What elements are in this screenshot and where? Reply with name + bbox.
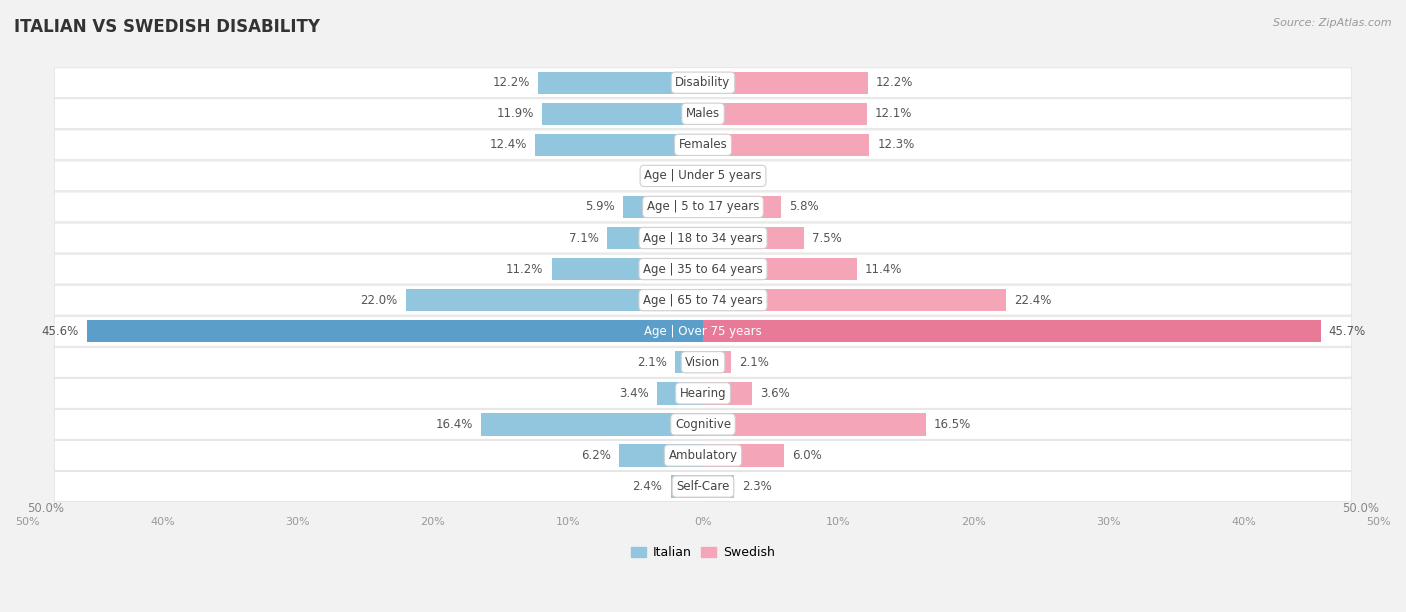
- Text: Age | Under 5 years: Age | Under 5 years: [644, 170, 762, 182]
- Text: Age | 5 to 17 years: Age | 5 to 17 years: [647, 201, 759, 214]
- Bar: [682, 165, 703, 187]
- Text: 5.9%: 5.9%: [585, 201, 616, 214]
- Bar: [623, 196, 703, 218]
- Bar: [551, 258, 703, 280]
- Text: 1.6%: 1.6%: [733, 170, 762, 182]
- Text: Cognitive: Cognitive: [675, 418, 731, 431]
- FancyBboxPatch shape: [55, 223, 1351, 253]
- Bar: [703, 133, 869, 156]
- Text: 5.8%: 5.8%: [790, 201, 820, 214]
- Text: 11.9%: 11.9%: [496, 107, 534, 120]
- Text: 50.0%: 50.0%: [27, 502, 65, 515]
- Bar: [703, 289, 1005, 312]
- Text: 12.3%: 12.3%: [877, 138, 914, 151]
- Legend: Italian, Swedish: Italian, Swedish: [627, 541, 779, 564]
- Text: 12.2%: 12.2%: [492, 76, 530, 89]
- FancyBboxPatch shape: [55, 68, 1351, 97]
- Text: Age | 65 to 74 years: Age | 65 to 74 years: [643, 294, 763, 307]
- FancyBboxPatch shape: [55, 254, 1351, 284]
- Bar: [671, 476, 703, 498]
- Text: 12.1%: 12.1%: [875, 107, 912, 120]
- Text: Age | 35 to 64 years: Age | 35 to 64 years: [643, 263, 763, 275]
- FancyBboxPatch shape: [55, 378, 1351, 408]
- Text: Age | 18 to 34 years: Age | 18 to 34 years: [643, 231, 763, 245]
- Text: 7.1%: 7.1%: [569, 231, 599, 245]
- Text: Self-Care: Self-Care: [676, 480, 730, 493]
- FancyBboxPatch shape: [55, 348, 1351, 377]
- Bar: [703, 165, 724, 187]
- Text: 6.0%: 6.0%: [792, 449, 823, 462]
- Text: 1.6%: 1.6%: [644, 170, 673, 182]
- Bar: [543, 103, 703, 125]
- Bar: [619, 444, 703, 467]
- Text: 11.2%: 11.2%: [506, 263, 544, 275]
- Bar: [703, 72, 868, 94]
- Bar: [657, 382, 703, 405]
- FancyBboxPatch shape: [55, 161, 1351, 191]
- Text: Males: Males: [686, 107, 720, 120]
- Text: 2.1%: 2.1%: [740, 356, 769, 369]
- Text: 2.1%: 2.1%: [637, 356, 666, 369]
- Bar: [481, 413, 703, 436]
- Text: 45.7%: 45.7%: [1329, 325, 1367, 338]
- Bar: [703, 103, 866, 125]
- Bar: [607, 227, 703, 249]
- Bar: [703, 413, 927, 436]
- Text: 11.4%: 11.4%: [865, 263, 903, 275]
- Text: Source: ZipAtlas.com: Source: ZipAtlas.com: [1274, 18, 1392, 28]
- Text: 2.3%: 2.3%: [742, 480, 772, 493]
- Bar: [703, 320, 1320, 342]
- Bar: [406, 289, 703, 312]
- Text: 6.2%: 6.2%: [581, 449, 612, 462]
- Text: 45.6%: 45.6%: [41, 325, 79, 338]
- Bar: [703, 196, 782, 218]
- Bar: [703, 351, 731, 373]
- Text: 22.0%: 22.0%: [360, 294, 398, 307]
- Bar: [703, 227, 804, 249]
- FancyBboxPatch shape: [55, 99, 1351, 129]
- FancyBboxPatch shape: [55, 130, 1351, 160]
- FancyBboxPatch shape: [55, 192, 1351, 222]
- FancyBboxPatch shape: [55, 409, 1351, 439]
- Bar: [538, 72, 703, 94]
- Text: Disability: Disability: [675, 76, 731, 89]
- Text: 16.4%: 16.4%: [436, 418, 474, 431]
- FancyBboxPatch shape: [55, 316, 1351, 346]
- FancyBboxPatch shape: [55, 285, 1351, 315]
- Text: 12.4%: 12.4%: [489, 138, 527, 151]
- Text: Hearing: Hearing: [679, 387, 727, 400]
- Text: 16.5%: 16.5%: [934, 418, 972, 431]
- Text: 50.0%: 50.0%: [1341, 502, 1379, 515]
- Bar: [87, 320, 703, 342]
- Text: 3.6%: 3.6%: [759, 387, 790, 400]
- FancyBboxPatch shape: [55, 472, 1351, 501]
- Text: 22.4%: 22.4%: [1014, 294, 1052, 307]
- Text: Females: Females: [679, 138, 727, 151]
- Bar: [703, 444, 785, 467]
- Text: ITALIAN VS SWEDISH DISABILITY: ITALIAN VS SWEDISH DISABILITY: [14, 18, 321, 36]
- Bar: [675, 351, 703, 373]
- Text: 3.4%: 3.4%: [619, 387, 650, 400]
- Text: Age | Over 75 years: Age | Over 75 years: [644, 325, 762, 338]
- Text: Ambulatory: Ambulatory: [668, 449, 738, 462]
- Text: 12.2%: 12.2%: [876, 76, 914, 89]
- Text: Vision: Vision: [685, 356, 721, 369]
- Text: 2.4%: 2.4%: [633, 480, 662, 493]
- Bar: [703, 476, 734, 498]
- FancyBboxPatch shape: [55, 441, 1351, 471]
- Text: 7.5%: 7.5%: [813, 231, 842, 245]
- Bar: [703, 258, 858, 280]
- Bar: [536, 133, 703, 156]
- Bar: [703, 382, 752, 405]
